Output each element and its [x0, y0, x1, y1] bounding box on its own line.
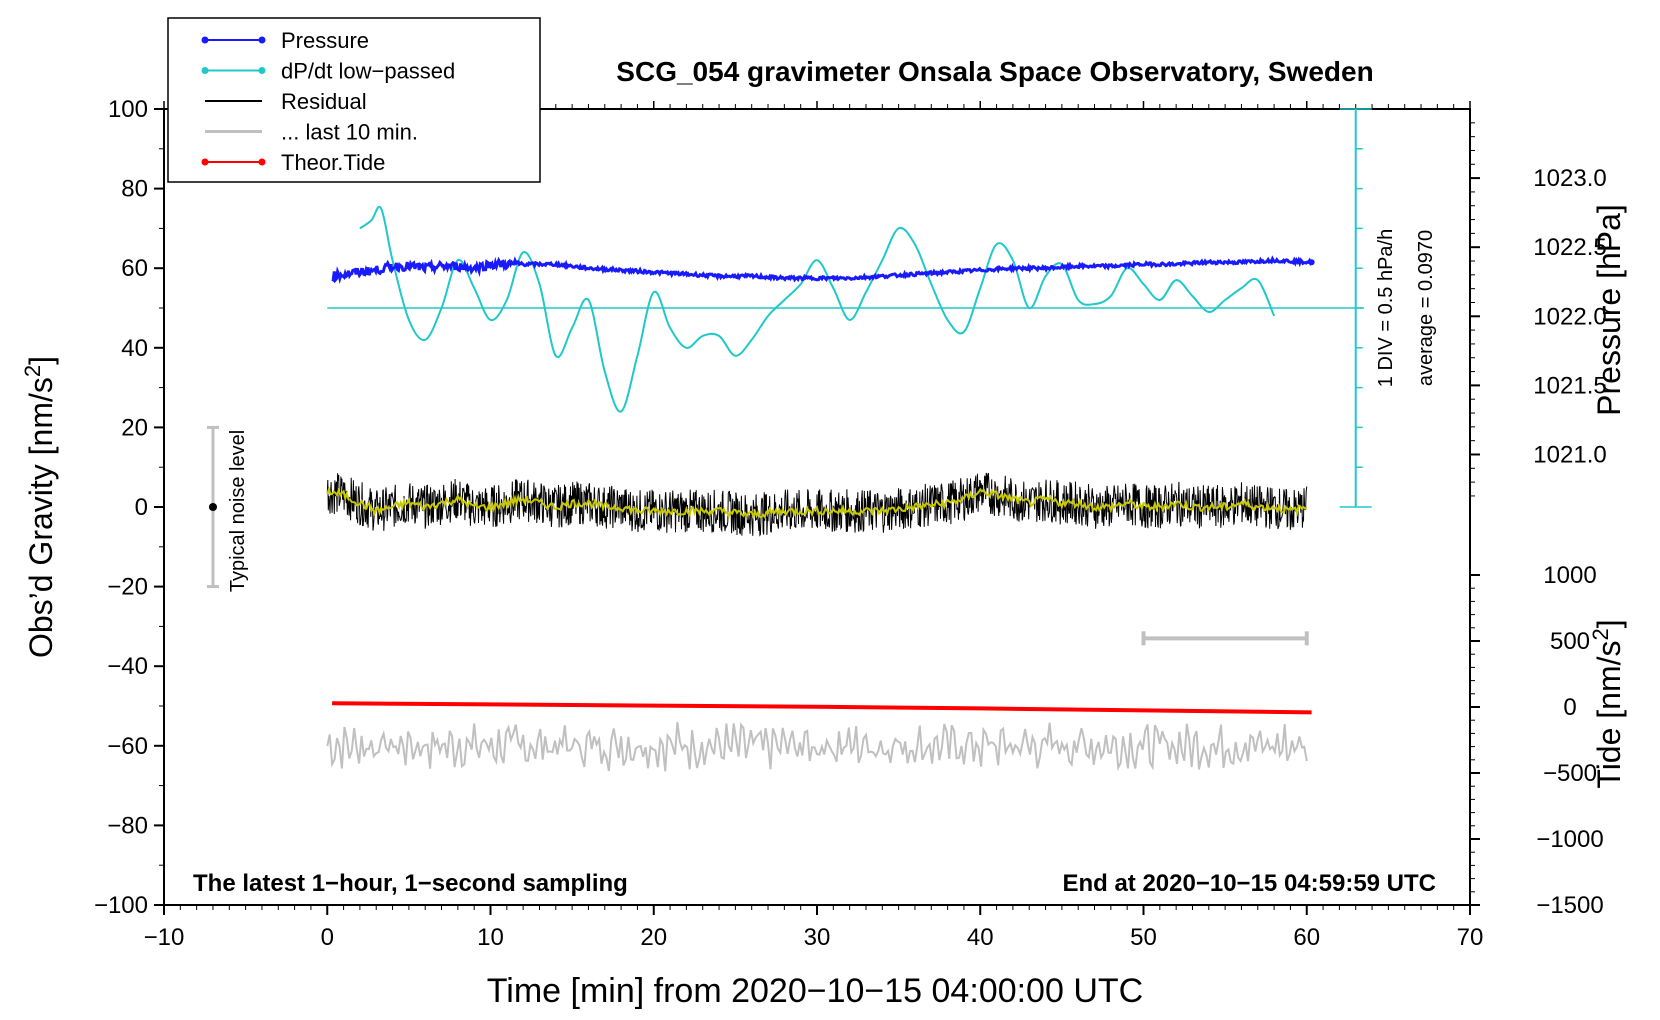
dpdt-scale-label: 1 DIV = 0.5 hPa/h — [1375, 229, 1397, 387]
x-tick-label: 40 — [967, 924, 994, 951]
x-tick-label: 70 — [1457, 924, 1484, 951]
x-tick-label: 50 — [1130, 924, 1157, 951]
dpdt-line — [359, 205, 1276, 413]
noise-center-dot — [208, 503, 217, 511]
pressure-tick-label: 1022.0 — [1533, 303, 1606, 330]
tide-tick-label: −500 — [1543, 760, 1597, 787]
y-axis-label-tide: Tide [nm/s2] — [1588, 619, 1627, 788]
series-layer — [326, 205, 1315, 772]
pressure-line — [331, 255, 1313, 284]
y-tick-label: 80 — [121, 176, 148, 203]
x-tick-label: 10 — [477, 924, 504, 951]
noise-level-label: Typical noise level — [227, 430, 249, 592]
y-tick-label: −20 — [107, 574, 148, 601]
dpdt-average-label: average = 0.0970 — [1415, 230, 1437, 386]
pressure-tick-label: 1022.5 — [1533, 234, 1606, 261]
y-axis-label-gravity: Obs’d Gravity [nm/s2] — [20, 356, 59, 658]
y-tick-label: 20 — [121, 414, 148, 441]
y-axis-label-pressure: Pressure [hPa] — [1591, 204, 1627, 416]
pressure-tick-label: 1021.5 — [1533, 372, 1606, 399]
tide-tick-label: 0 — [1563, 694, 1576, 721]
legend-marker — [201, 67, 209, 74]
tide-tick-label: 500 — [1550, 628, 1590, 655]
chart-title: SCG_054 gravimeter Onsala Space Observat… — [616, 56, 1373, 87]
last-10-min-line — [326, 722, 1308, 772]
y-tick-label: 100 — [108, 96, 148, 123]
y-axis-gravity: 100 80 60 40 20 0 −20 −40 −60 −80 −100 — [94, 96, 164, 919]
tide-line — [332, 701, 1312, 715]
legend-marker — [258, 67, 266, 74]
x-tick-label: 30 — [804, 924, 831, 951]
x-axis: −10 0 10 20 30 40 50 60 70 — [144, 101, 1484, 951]
pressure-tick-label: 1021.0 — [1533, 441, 1606, 468]
legend-label: dP/dt low−passed — [281, 59, 455, 84]
residual-smoothed-line — [326, 486, 1307, 520]
y-tick-label: 0 — [135, 494, 148, 521]
legend-marker — [201, 158, 209, 166]
legend-marker — [258, 158, 266, 166]
legend-label: Pressure — [281, 28, 369, 53]
y-tick-label: −40 — [107, 653, 148, 680]
y-axis-pressure: 1023.0 1022.5 1022.0 1021.5 1021.0 — [1470, 122, 1607, 497]
y-tick-label: 40 — [121, 335, 148, 362]
legend-label: Residual — [281, 89, 367, 114]
end-time-note: End at 2020−10−15 04:59:59 UTC — [1062, 870, 1436, 897]
legend-label: ... last 10 min. — [281, 120, 418, 145]
sampling-note: The latest 1−hour, 1−second sampling — [193, 870, 628, 897]
tide-tick-label: 1000 — [1543, 562, 1596, 589]
x-tick-label: 20 — [640, 924, 667, 951]
y-tick-label: −80 — [107, 812, 148, 839]
x-axis-label: Time [min] from 2020−10−15 04:00:00 UTC — [487, 972, 1143, 1010]
legend-entries: Pressure dP/dt low−passed Residual ... last… — [201, 28, 455, 175]
tide-tick-label: −1000 — [1536, 826, 1603, 853]
legend: Pressure dP/dt low−passed Residual ... last… — [167, 17, 541, 183]
y-axis-tide: 1000 500 0 −500 −1000 −1500 — [1470, 562, 1604, 919]
x-tick-label: 60 — [1293, 924, 1320, 951]
legend-marker — [258, 36, 266, 44]
tide-tick-label: −1500 — [1536, 892, 1603, 919]
annotations-layer — [206, 108, 1372, 646]
pressure-tick-label: 1023.0 — [1533, 165, 1606, 192]
y-tick-label: −100 — [94, 892, 148, 919]
pressure-end-point — [1308, 259, 1315, 266]
y-tick-label: −60 — [107, 733, 148, 760]
y-tick-label: 60 — [121, 255, 148, 282]
x-tick-label: 0 — [321, 924, 334, 951]
x-tick-label: −10 — [144, 924, 185, 951]
legend-label: Theor.Tide — [281, 150, 385, 175]
legend-marker — [201, 36, 209, 44]
